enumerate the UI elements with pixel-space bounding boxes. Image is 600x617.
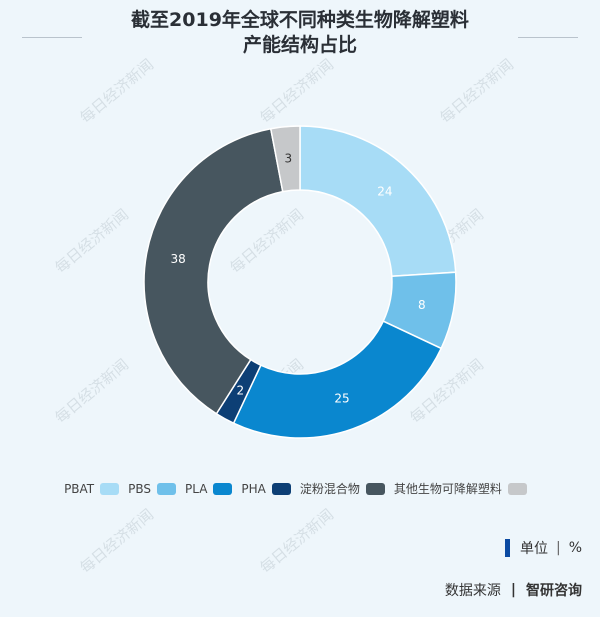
legend-item: PHA bbox=[241, 481, 291, 496]
legend-swatch bbox=[507, 482, 527, 495]
legend-swatch bbox=[157, 482, 177, 495]
source-org: 智研咨询 bbox=[526, 583, 582, 599]
legend-item: PBAT bbox=[64, 481, 120, 496]
slice-value-label: 24 bbox=[377, 185, 392, 199]
unit-marker bbox=[504, 539, 510, 557]
legend-label: PHA bbox=[241, 481, 266, 496]
source-separator: | bbox=[510, 582, 516, 598]
data-source: 数据来源 | 智研咨询 bbox=[445, 580, 582, 600]
slice-value-label: 8 bbox=[418, 298, 426, 312]
legend-item: PLA bbox=[185, 481, 233, 496]
legend-label: PBAT bbox=[64, 481, 95, 496]
legend-swatch bbox=[100, 482, 120, 495]
watermark-text: 每日经济新闻 bbox=[77, 55, 158, 127]
watermark-text: 每日经济新闻 bbox=[52, 205, 133, 277]
unit-label: 单位 | % bbox=[504, 538, 582, 558]
unit-separator: | bbox=[555, 540, 561, 556]
legend-label: 淀粉混合物 bbox=[299, 482, 360, 496]
watermark-text: 每日经济新闻 bbox=[437, 55, 518, 127]
source-label: 数据来源 bbox=[444, 583, 501, 599]
unit-symbol: % bbox=[568, 540, 582, 556]
donut-slice-1 bbox=[299, 125, 457, 278]
chart-title: 截至2019年全球不同种类生物降解塑料 产能结构占比 bbox=[0, 8, 600, 58]
legend-item: 淀粉混合物 bbox=[300, 480, 385, 497]
legend-label: 其他生物可降解塑料 bbox=[393, 482, 502, 496]
slice-value-label: 3 bbox=[285, 152, 293, 166]
unit-text: 单位 bbox=[519, 541, 548, 557]
donut-slice-6 bbox=[269, 125, 301, 193]
legend-swatch bbox=[271, 482, 291, 495]
donut-slice-3 bbox=[232, 320, 443, 439]
slice-value-label: 2 bbox=[236, 384, 244, 398]
legend-swatch bbox=[365, 482, 385, 495]
watermark-text: 每日经济新闻 bbox=[52, 355, 133, 427]
watermark-text: 每日经济新闻 bbox=[257, 505, 338, 577]
legend-item: 其他生物可降解塑料 bbox=[394, 480, 527, 497]
chart-legend: PBAT PBS PLA PHA 淀粉混合物 其他生物可降解塑料 bbox=[0, 480, 600, 497]
watermark-text: 每日经济新闻 bbox=[227, 205, 308, 277]
legend-item: PBS bbox=[128, 481, 177, 496]
donut-slice-5 bbox=[143, 127, 284, 415]
title-rule-right bbox=[518, 37, 578, 38]
legend-label: PLA bbox=[185, 481, 208, 496]
chart-title-line-1: 截至2019年全球不同种类生物降解塑料 bbox=[131, 9, 469, 31]
slice-value-label: 38 bbox=[171, 252, 186, 266]
watermark-text: 每日经济新闻 bbox=[77, 505, 158, 577]
title-rule-left bbox=[22, 37, 82, 38]
watermark-text: 每日经济新闻 bbox=[257, 55, 338, 127]
slice-value-label: 25 bbox=[334, 392, 349, 406]
chart-title-line-2: 产能结构占比 bbox=[242, 34, 357, 56]
legend-swatch bbox=[213, 482, 233, 495]
legend-label: PBS bbox=[128, 481, 152, 496]
